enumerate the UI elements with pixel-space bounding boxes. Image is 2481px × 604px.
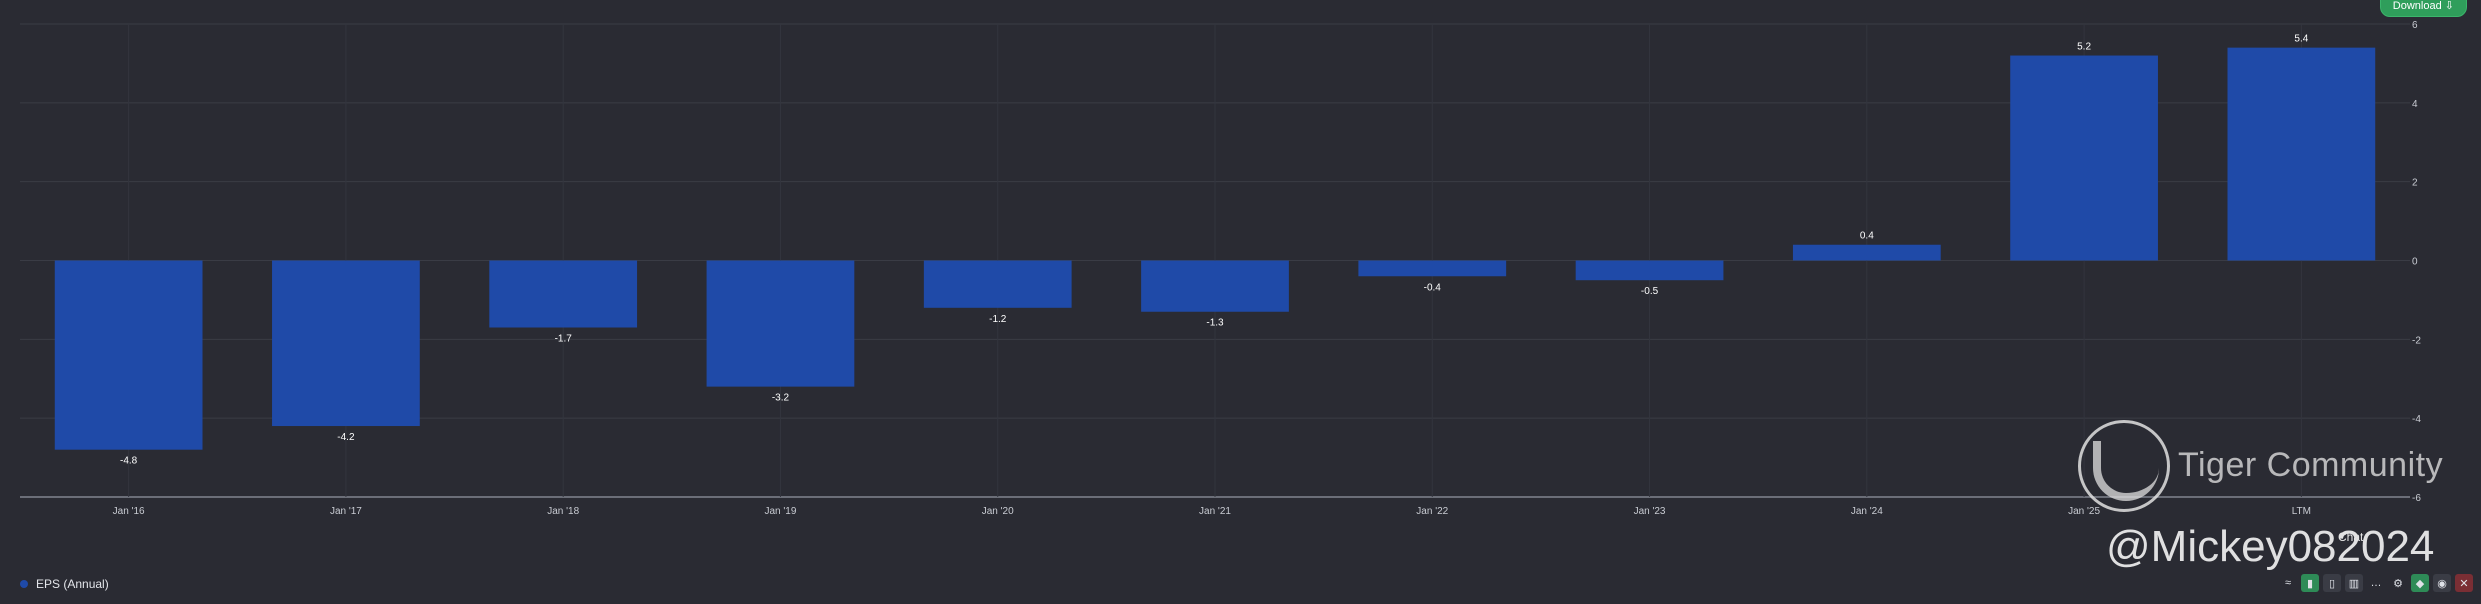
bar[interactable] — [1141, 260, 1289, 312]
bar[interactable] — [2010, 55, 2158, 261]
more-icon[interactable]: … — [2370, 577, 2382, 589]
bar-chart-icon[interactable]: ▮ — [2301, 574, 2319, 592]
chart-legend[interactable]: EPS (Annual) — [20, 577, 109, 591]
x-axis: Jan '16 Jan '17 Jan '18 Jan '19 Jan '20 Jan '… — [113, 506, 2311, 517]
y-tick-label: -6 — [2412, 493, 2421, 504]
bar[interactable] — [272, 260, 420, 427]
data-label: -0.4 — [1424, 282, 1442, 293]
data-label: -4.2 — [337, 432, 355, 443]
legend-label: EPS (Annual) — [36, 577, 109, 591]
eye-icon[interactable]: ◉ — [2433, 574, 2451, 592]
close-icon[interactable]: ✕ — [2455, 574, 2473, 592]
watermark-handle: @Mickey082024 — [2106, 522, 2435, 571]
bar[interactable] — [489, 260, 638, 328]
bar[interactable] — [706, 260, 855, 387]
download-button[interactable]: Download ⇩ — [2379, 0, 2467, 17]
data-label: -0.5 — [1641, 286, 1659, 297]
y-tick-label: 0 — [2412, 257, 2418, 268]
data-label: 5.4 — [2294, 34, 2308, 45]
y-tick-label: -2 — [2412, 335, 2421, 346]
legend-swatch — [20, 580, 28, 588]
x-tick-label: Jan '23 — [1634, 506, 1666, 517]
x-tick-label: Jan '25 — [2068, 506, 2100, 517]
x-tick-label: Jan '16 — [113, 506, 145, 517]
x-tick-label: LTM — [2292, 506, 2311, 517]
data-label: -1.7 — [555, 334, 573, 345]
stacked-chart-icon[interactable]: ▥ — [2345, 574, 2363, 592]
data-label: 0.4 — [1860, 231, 1874, 242]
column-chart-icon[interactable]: ▯ — [2323, 574, 2341, 592]
x-tick-label: Jan '24 — [1851, 506, 1883, 517]
bar[interactable] — [1358, 260, 1507, 277]
y-tick-label: 6 — [2412, 20, 2418, 31]
bar[interactable] — [1792, 244, 1941, 261]
x-tick-label: Jan '17 — [330, 506, 362, 517]
download-label: Download — [2392, 0, 2442, 12]
data-label: -1.2 — [989, 314, 1007, 325]
x-tick-label: Jan '19 — [764, 506, 796, 517]
bars[interactable] — [54, 47, 2376, 450]
y-tick-label: 2 — [2412, 178, 2418, 189]
chart-credit: Chat — [2338, 530, 2364, 544]
bar[interactable] — [54, 260, 203, 450]
bar[interactable] — [2227, 47, 2376, 261]
y-tick-label: 4 — [2412, 99, 2418, 110]
data-label: -1.3 — [1206, 318, 1224, 329]
tag-icon[interactable]: ◆ — [2411, 574, 2429, 592]
x-tick-label: Jan '20 — [982, 506, 1014, 517]
x-tick-label: Jan '22 — [1416, 506, 1448, 517]
tiger-logo-icon — [2078, 420, 2170, 512]
data-label: 5.2 — [2077, 42, 2091, 53]
y-axis: 6 4 2 0 -2 -4 -6 — [2412, 20, 2421, 504]
watermark-brand: Tiger Community — [2178, 446, 2444, 484]
compare-icon[interactable]: ≈ — [2284, 577, 2292, 589]
x-tick-label: Jan '18 — [547, 506, 579, 517]
data-label: -4.8 — [120, 456, 138, 467]
bar[interactable] — [923, 260, 1072, 308]
data-labels: -4.8 -4.2 -1.7 -3.2 -1.2 -1.3 -0.4 -0.5 0.4 5.2 5.… — [120, 34, 2309, 467]
data-label: -3.2 — [772, 393, 790, 404]
settings-icon[interactable]: ⚙ — [2393, 577, 2403, 590]
chart-toolbar: ≈ ▮ ▯ ▥ … ⚙ ◆ ◉ ✕ — [2279, 574, 2473, 592]
y-tick-label: -4 — [2412, 414, 2421, 425]
x-tick-label: Jan '21 — [1199, 506, 1231, 517]
bar[interactable] — [1575, 260, 1724, 281]
